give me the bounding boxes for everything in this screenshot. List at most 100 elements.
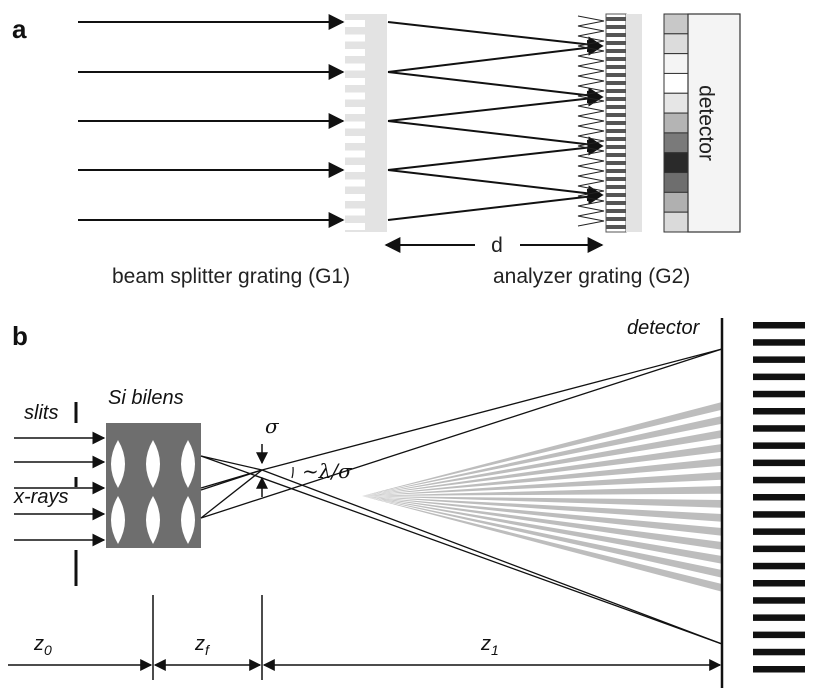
g2-bar [606,33,626,37]
detector-fringe [753,339,805,346]
g2-bar [606,169,626,173]
g2-bar [606,153,626,157]
xrays-label: x-rays [13,486,68,508]
detector-fringe [753,408,805,415]
diffracted-ray [388,195,602,220]
slits-label: slits [24,402,58,424]
sigma-label: σ [265,414,280,438]
g2-bar [606,201,626,205]
g2-bar [606,145,626,149]
g1-slot [345,35,365,42]
g1-slot [345,49,365,56]
detector-fringe [753,649,805,656]
diffracted-ray [388,121,602,146]
detector-pixel [664,14,688,34]
incoming-beams [78,22,343,220]
g1-slot [345,136,365,143]
g1-slot [345,78,365,85]
detector-fringe [753,322,805,329]
detector-fringe [753,425,805,432]
detector-fringe [753,563,805,570]
g2-bar [606,57,626,61]
g1-slot [345,122,365,129]
g2-bar [606,81,626,85]
g1-slot [345,20,365,27]
panel-a-letter: a [12,14,27,44]
g2-bar [606,89,626,93]
detector-pixel [664,73,688,93]
g2-bar [606,209,626,213]
g2-bar [606,129,626,133]
distance-ticks [153,595,262,680]
detector-pixel [664,34,688,54]
z1-label: z1 [480,633,499,658]
g2-bar [606,185,626,189]
g1-slot [345,64,365,71]
g2-bar [606,17,626,21]
detector-pixel [664,212,688,232]
g2-bar [606,73,626,77]
g2-bar [606,97,626,101]
detector-fringe [753,511,805,518]
detector-fringe [753,632,805,639]
detector-fringe [753,442,805,449]
detector-fringe [753,666,805,673]
g1-slot [345,223,365,230]
zf-label: zf [194,633,211,658]
detector-fringe-pattern [753,322,805,673]
detector-fringe [753,580,805,587]
g2-label: analyzer grating (G2) [493,265,690,288]
detector-pixel [664,133,688,153]
z0-label: z0 [33,633,52,658]
angle-label: ~λ/σ [302,459,353,483]
detector-a-label: detector [694,85,717,161]
panel-b-letter: b [12,321,28,351]
g2-bar [606,217,626,221]
detector-b-label: detector [627,317,701,339]
g2-bar [606,25,626,29]
diffracted-ray [388,97,602,121]
detector-pixel [664,93,688,113]
detector-pixel [664,192,688,212]
g2-bar [606,113,626,117]
detector-fringe [753,546,805,553]
detector-fringe [753,494,805,501]
diffracted-ray [388,170,602,195]
diffracted-ray [388,146,602,170]
beam-splitter-grating [345,14,387,232]
g2-bar [606,225,626,229]
g2-bar [606,121,626,125]
g2-bar [606,105,626,109]
detector-pixel [664,153,688,173]
g1-slot [345,151,365,158]
g1-slot [345,180,365,187]
g1-slot [345,209,365,216]
detector-pixel [664,113,688,133]
g1-slot [345,93,365,100]
diffracted-rays [388,22,602,220]
detector-fringe [753,477,805,484]
diffracted-ray [388,46,602,72]
g1-slot [345,165,365,172]
d-label: d [491,234,503,257]
analyzer-grating [578,14,642,232]
g1-slot [345,194,365,201]
g2-bar [606,65,626,69]
angle-arc [292,467,293,478]
g2-bar [606,49,626,53]
interference-fringes [362,402,722,598]
detector-fringe [753,528,805,535]
g1-slot [345,107,365,114]
detector-fringe [753,374,805,381]
detector-fringe [753,356,805,363]
diffracted-ray [388,22,602,46]
detector-fringe [753,614,805,621]
detector-pixel [664,54,688,74]
g2-bar [606,193,626,197]
g2-bar [606,137,626,141]
g1-label: beam splitter grating (G1) [112,265,350,288]
detector-fringe [753,597,805,604]
g2-bar [606,161,626,165]
lens-label: Si bilens [108,387,184,409]
